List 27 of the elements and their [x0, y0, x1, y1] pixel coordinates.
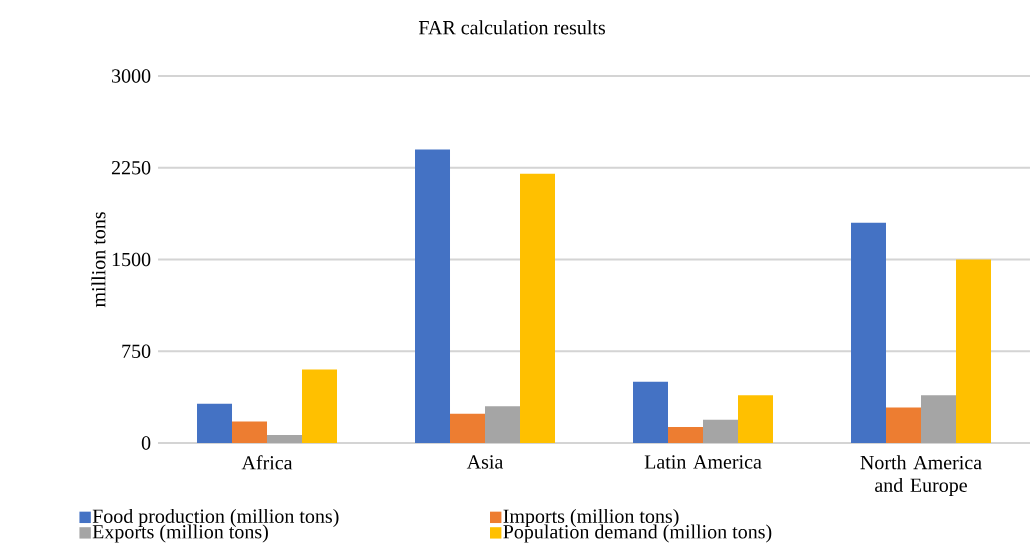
- bar: [956, 259, 991, 443]
- bar: [267, 435, 303, 443]
- bar: [197, 403, 233, 443]
- chart-title: FAR calculation results: [418, 20, 605, 35]
- bar: [738, 395, 773, 443]
- bar: [520, 173, 556, 443]
- bar: [450, 413, 486, 443]
- y-tick-label: 750: [122, 344, 151, 358]
- bar: [415, 149, 451, 443]
- bar: [633, 381, 668, 443]
- y-tick-label: 2250: [111, 160, 151, 175]
- bar: [668, 427, 703, 443]
- bar: [851, 222, 886, 443]
- y-tick-label: 3000: [112, 69, 151, 83]
- bar: [886, 407, 921, 443]
- bar: [921, 395, 956, 443]
- x-tick-label: Africa: [241, 455, 293, 470]
- bar: [232, 421, 268, 443]
- y-axis-title: million tons: [91, 212, 106, 308]
- bar: [302, 369, 338, 443]
- x-tick-label: Latin America: [644, 455, 762, 469]
- y-tick-label: 1500: [112, 252, 151, 267]
- x-tick-label: Asia: [466, 455, 504, 469]
- bar: [485, 406, 521, 443]
- y-tick-label: 0: [141, 436, 151, 450]
- x-tick-label: North America and Europe: [860, 455, 982, 497]
- bar: [703, 419, 738, 443]
